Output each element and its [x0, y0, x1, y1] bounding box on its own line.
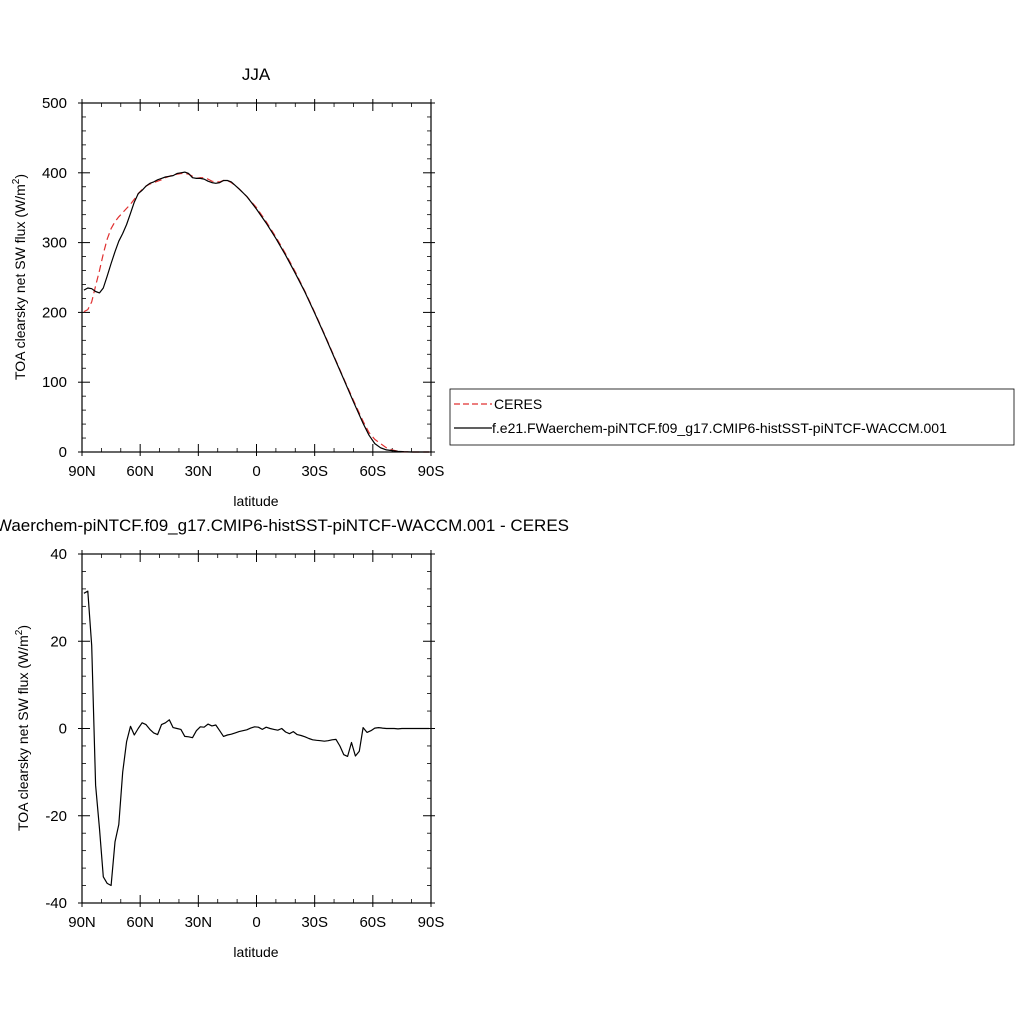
legend: CERES f.e21.FWaerchem-piNTCF.f09_g17.CMI…: [449, 388, 1015, 446]
bottom-xtick-label: 0: [252, 914, 260, 931]
top-xtick-label: 90S: [418, 463, 445, 480]
bottom-ytick-label: 40: [50, 546, 67, 563]
top-xtick-label: 30N: [185, 463, 213, 480]
bottom-xtick-label: 90N: [68, 914, 96, 931]
top-panel: JJA 90N 60N 30N 0 30S 60S 90S0100200300400500 …: [11, 65, 444, 509]
top-plot-frame: [81, 102, 432, 453]
top-series-line-1: [83, 171, 430, 453]
bottom-ytick-label: 0: [59, 721, 67, 738]
bottom-xtick-label: 30S: [301, 914, 328, 931]
bottom-panel: f.e21.FWaerchem-piNTCF.f09_g17.CMIP6-his…: [0, 516, 569, 960]
bottom-series-line-0: [83, 590, 430, 887]
bottom-ytick-label: 20: [50, 633, 67, 650]
bottom-ytick-label: -40: [45, 895, 67, 912]
top-xlabel: latitude: [233, 493, 278, 509]
top-ytick-label: 400: [42, 165, 67, 182]
legend-box: [449, 388, 1015, 446]
bottom-xlabel: latitude: [233, 944, 278, 960]
top-series-line-0: [83, 172, 430, 453]
legend-ceres-label: CERES: [494, 396, 542, 412]
top-title: JJA: [242, 65, 271, 84]
bottom-series: [83, 590, 430, 887]
bottom-xtick-label: 30N: [185, 914, 213, 931]
top-series: [83, 171, 430, 453]
bottom-xtick-label: 60S: [359, 914, 386, 931]
bottom-ticks: 90N 60N 30N 0 30S 60S 90S -40 -20 0 20 40: [45, 546, 444, 931]
top-ytick-label: 0: [59, 444, 67, 461]
top-ticks: 90N 60N 30N 0 30S 60S 90S 0 100 200 300 400 500: [42, 95, 444, 480]
top-xtick-label: 30S: [301, 463, 328, 480]
bottom-ylabel: TOA clearsky net SW flux (W/m2): [14, 625, 31, 831]
bottom-ytick-label: -20: [45, 808, 67, 825]
bottom-plot-frame: [81, 553, 432, 904]
top-ytick-label: 300: [42, 235, 67, 252]
top-xtick-label: 60N: [126, 463, 154, 480]
bottom-xtick-label: 90S: [418, 914, 445, 931]
top-ytick-label: 100: [42, 374, 67, 391]
top-ylabel: TOA clearsky net SW flux (W/m2): [11, 174, 28, 380]
top-xtick-label: 0: [252, 463, 260, 480]
legend-model-label: f.e21.FWaerchem-piNTCF.f09_g17.CMIP6-his…: [492, 420, 947, 436]
top-xtick-label: 60S: [359, 463, 386, 480]
bottom-title: f.e21.FWaerchem-piNTCF.f09_g17.CMIP6-his…: [0, 516, 569, 535]
top-xtick-label: 90N: [68, 463, 96, 480]
top-ytick-label: 500: [42, 95, 67, 112]
top-ytick-label: 200: [42, 304, 67, 321]
bottom-xtick-label: 60N: [126, 914, 154, 931]
